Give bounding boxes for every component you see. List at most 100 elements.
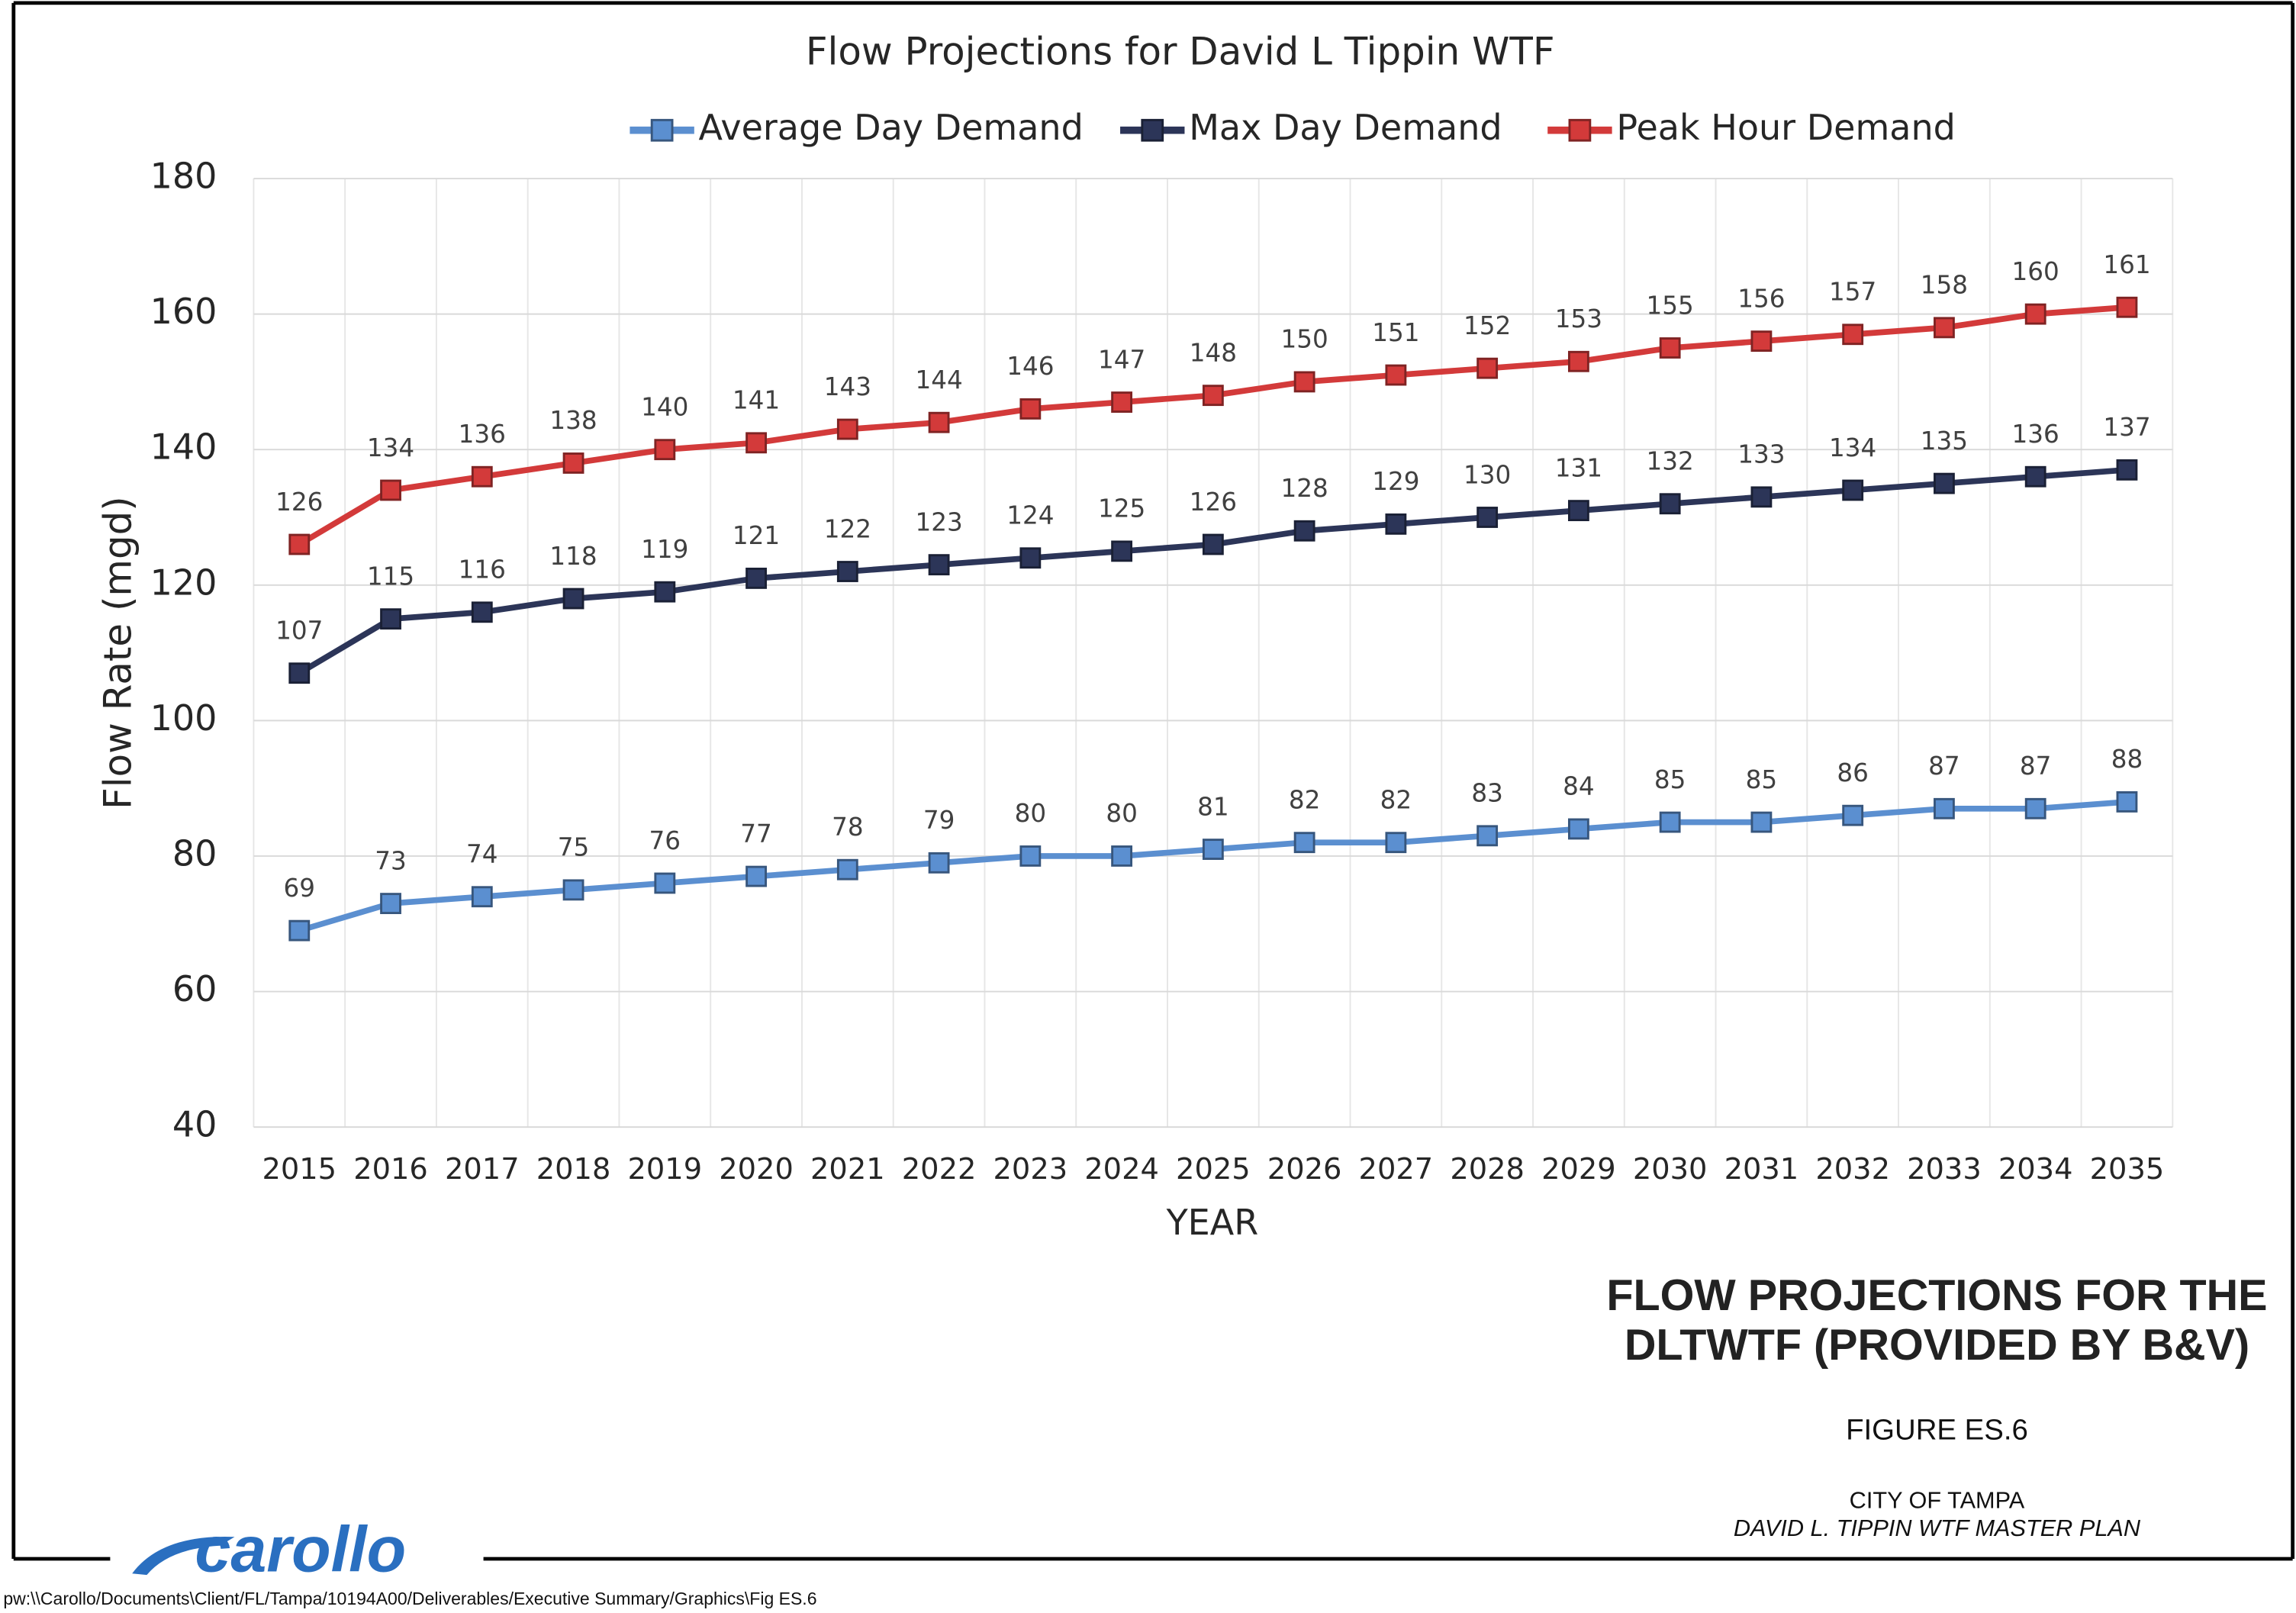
x-tick-label: 2022 (902, 1152, 977, 1186)
x-tick-label: 2017 (445, 1152, 520, 1186)
y-tick-label: 120 (150, 562, 217, 603)
data-label: 147 (1098, 345, 1145, 374)
data-label: 150 (1280, 325, 1328, 354)
y-tick-label: 80 (172, 832, 217, 874)
point-marker (1111, 540, 1133, 562)
point-marker (1111, 391, 1133, 413)
data-label: 119 (641, 535, 688, 564)
y-tick-label: 180 (150, 156, 217, 197)
data-label: 69 (284, 874, 316, 903)
project: DAVID L. TIPPIN WTF MASTER PLAN (1734, 1515, 2141, 1541)
data-label: 126 (1190, 488, 1237, 517)
point-marker (928, 554, 950, 576)
y-tick-label: 140 (150, 427, 217, 468)
file-path: pw:\\Carollo/Documents\Client/FL/Tampa/1… (3, 1589, 816, 1608)
y-tick-label: 160 (150, 291, 217, 332)
logo: carollo (195, 1514, 406, 1586)
point-marker (1293, 371, 1315, 393)
data-label: 144 (915, 365, 962, 394)
data-label: 78 (832, 813, 864, 842)
point-marker (471, 886, 493, 908)
point-marker (1750, 330, 1773, 353)
data-label: 86 (1837, 758, 1869, 787)
data-label: 107 (275, 616, 323, 645)
data-label: 158 (1921, 271, 1968, 300)
point-marker (288, 662, 311, 684)
data-label: 129 (1372, 467, 1419, 496)
point-marker (471, 601, 493, 623)
data-label: 138 (549, 406, 597, 435)
point-marker (745, 567, 767, 589)
legend-marker (1568, 118, 1592, 142)
data-label: 155 (1647, 291, 1694, 320)
data-label: 140 (641, 392, 688, 421)
point-marker (1476, 507, 1499, 528)
point-marker (1476, 357, 1499, 379)
data-label: 130 (1464, 460, 1511, 489)
point-marker (654, 581, 676, 603)
point-marker (1842, 479, 1864, 501)
point-marker (1842, 804, 1864, 826)
y-tick-label: 60 (172, 968, 217, 1009)
point-marker (1659, 493, 1681, 515)
data-label: 134 (1829, 433, 1876, 462)
point-marker (2024, 465, 2046, 488)
point-marker (654, 439, 676, 461)
x-tick-label: 2033 (1907, 1152, 1982, 1186)
legend-label: Peak Hour Demand (1616, 107, 1956, 148)
y-axis-label: Flow Rate (mgd) (95, 496, 140, 810)
x-tick-label: 2024 (1084, 1152, 1159, 1186)
point-marker (654, 872, 676, 894)
data-label: 74 (466, 840, 498, 869)
point-marker (1934, 317, 1955, 339)
data-label: 143 (824, 372, 871, 401)
data-label: 85 (1654, 765, 1686, 794)
x-tick-label: 2028 (1450, 1152, 1525, 1186)
data-label: 116 (459, 555, 506, 584)
x-tick-label: 2030 (1633, 1152, 1708, 1186)
point-marker (2116, 791, 2138, 813)
figure-number: FIGURE ES.6 (1846, 1413, 2028, 1446)
data-label: 161 (2103, 250, 2150, 279)
figure-title: DLTWTF (PROVIDED BY B&V) (1625, 1321, 2249, 1370)
legend-marker (1141, 118, 1164, 142)
data-label: 137 (2103, 413, 2150, 442)
data-label: 81 (1197, 792, 1229, 821)
point-marker (745, 865, 767, 887)
data-label: 80 (1106, 799, 1138, 828)
data-label: 87 (2020, 752, 2052, 781)
data-label: 148 (1190, 338, 1237, 367)
data-label: 85 (1746, 765, 1778, 794)
point-marker (836, 858, 858, 881)
point-marker (2116, 296, 2138, 318)
data-label: 160 (2012, 257, 2059, 286)
legend-marker (650, 118, 674, 142)
point-marker (1567, 818, 1589, 840)
data-label: 135 (1921, 427, 1968, 456)
data-label: 84 (1563, 772, 1595, 801)
point-marker (1842, 324, 1864, 346)
data-label: 123 (915, 507, 962, 536)
point-marker (562, 452, 584, 474)
data-label: 87 (1928, 752, 1960, 781)
x-tick-label: 2026 (1267, 1152, 1342, 1186)
point-marker (1293, 832, 1315, 854)
point-marker (928, 411, 950, 433)
point-marker (1476, 825, 1499, 847)
y-tick-label: 100 (150, 697, 217, 739)
data-label: 73 (375, 846, 407, 875)
point-marker (562, 879, 584, 901)
point-marker (745, 432, 767, 454)
data-label: 131 (1555, 453, 1602, 482)
x-tick-label: 2023 (993, 1152, 1068, 1186)
data-label: 80 (1015, 799, 1047, 828)
point-marker (836, 561, 858, 582)
data-label: 82 (1380, 785, 1412, 814)
data-label: 82 (1289, 785, 1321, 814)
data-label: 133 (1737, 440, 1785, 469)
point-marker (288, 533, 311, 555)
point-marker (1111, 845, 1133, 867)
point-marker (2024, 303, 2046, 325)
